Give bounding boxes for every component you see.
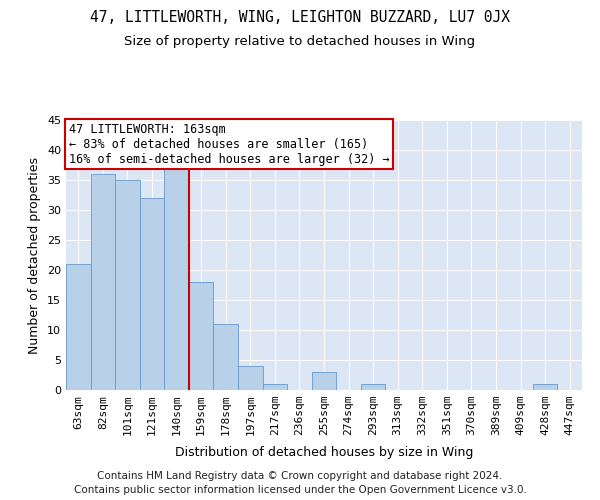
Text: Size of property relative to detached houses in Wing: Size of property relative to detached ho… — [124, 35, 476, 48]
Bar — [263, 384, 287, 390]
Text: Contains HM Land Registry data © Crown copyright and database right 2024.
Contai: Contains HM Land Registry data © Crown c… — [74, 471, 526, 495]
Bar — [361, 384, 385, 390]
Text: 47, LITTLEWORTH, WING, LEIGHTON BUZZARD, LU7 0JX: 47, LITTLEWORTH, WING, LEIGHTON BUZZARD,… — [90, 10, 510, 25]
Bar — [238, 366, 263, 390]
Bar — [312, 372, 336, 390]
X-axis label: Distribution of detached houses by size in Wing: Distribution of detached houses by size … — [175, 446, 473, 460]
Bar — [214, 324, 238, 390]
Bar — [115, 180, 140, 390]
Bar — [533, 384, 557, 390]
Bar — [140, 198, 164, 390]
Y-axis label: Number of detached properties: Number of detached properties — [28, 156, 41, 354]
Bar — [164, 168, 189, 390]
Text: 47 LITTLEWORTH: 163sqm
← 83% of detached houses are smaller (165)
16% of semi-de: 47 LITTLEWORTH: 163sqm ← 83% of detached… — [68, 122, 389, 166]
Bar — [189, 282, 214, 390]
Bar — [66, 264, 91, 390]
Bar — [91, 174, 115, 390]
